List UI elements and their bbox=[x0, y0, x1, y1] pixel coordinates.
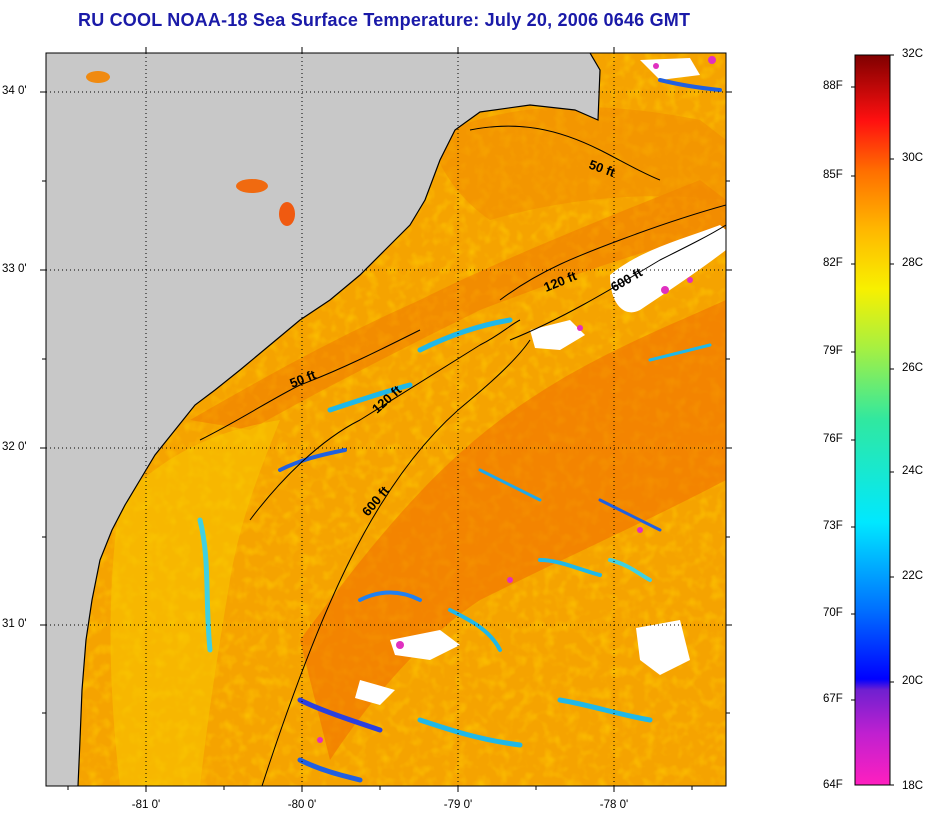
lat-label: 33 0' bbox=[2, 263, 27, 275]
land-mass bbox=[46, 53, 600, 786]
map-frame bbox=[45, 52, 727, 787]
colorbar-c-label: 32C bbox=[902, 48, 924, 60]
colorbar-c-label: 28C bbox=[902, 257, 924, 269]
contour-120ft-south bbox=[249, 319, 521, 521]
axis-ticks bbox=[40, 47, 732, 792]
lon-label: -80 0' bbox=[287, 799, 317, 811]
graticule bbox=[46, 53, 726, 786]
contour-600ft-south bbox=[261, 339, 531, 786]
contour-120ft-north bbox=[499, 204, 726, 301]
colorbar bbox=[854, 54, 891, 786]
colorbar-f-label: 73F bbox=[823, 520, 843, 532]
colorbar-f-label: 82F bbox=[823, 257, 843, 269]
colorbar-f-label: 64F bbox=[823, 779, 843, 791]
inland-hotspot bbox=[279, 202, 295, 226]
lat-label: 31 0' bbox=[2, 618, 27, 630]
cold-filaments bbox=[197, 78, 722, 783]
nearshore-cool-band bbox=[110, 420, 280, 786]
colorbar-f-label: 76F bbox=[823, 433, 843, 445]
colorbar-ticks bbox=[851, 54, 894, 786]
north-warm-patch bbox=[430, 106, 726, 220]
lat-label: 32 0' bbox=[2, 441, 27, 453]
colorbar-f-label: 88F bbox=[823, 80, 843, 92]
colorbar-c-label: 30C bbox=[902, 152, 924, 164]
colorbar-c-label: 22C bbox=[902, 570, 924, 582]
colorbar-f-label: 85F bbox=[823, 169, 843, 181]
lon-label: -79 0' bbox=[443, 799, 473, 811]
cloud-patch bbox=[355, 680, 395, 705]
coastline bbox=[77, 53, 601, 786]
inland-hotspot bbox=[236, 179, 268, 193]
colorbar-f-label: 79F bbox=[823, 345, 843, 357]
lon-label: -81 0' bbox=[131, 799, 161, 811]
contour-50ft-south bbox=[199, 329, 421, 441]
colorbar-c-label: 26C bbox=[902, 362, 924, 374]
map-title: RU COOL NOAA-18 Sea Surface Temperature:… bbox=[78, 10, 691, 30]
cloud-patch bbox=[610, 225, 726, 313]
colorbar-f-label: 70F bbox=[823, 607, 843, 619]
contour-50ft-north bbox=[469, 125, 661, 181]
colorbar-c-label: 20C bbox=[902, 675, 924, 687]
cloud-patch bbox=[390, 630, 460, 660]
colorbar-c-label: 24C bbox=[902, 465, 924, 477]
magenta-spots bbox=[317, 56, 716, 743]
lat-label: 34 0' bbox=[2, 85, 27, 97]
colorbar-c-label: 18C bbox=[902, 780, 924, 792]
cloud-patch bbox=[636, 620, 690, 675]
lon-label: -78 0' bbox=[599, 799, 629, 811]
contour-600ft-north bbox=[509, 224, 726, 341]
inland-hotspot bbox=[86, 71, 110, 83]
colorbar-f-label: 67F bbox=[823, 693, 843, 705]
cloud-patch bbox=[530, 320, 585, 350]
